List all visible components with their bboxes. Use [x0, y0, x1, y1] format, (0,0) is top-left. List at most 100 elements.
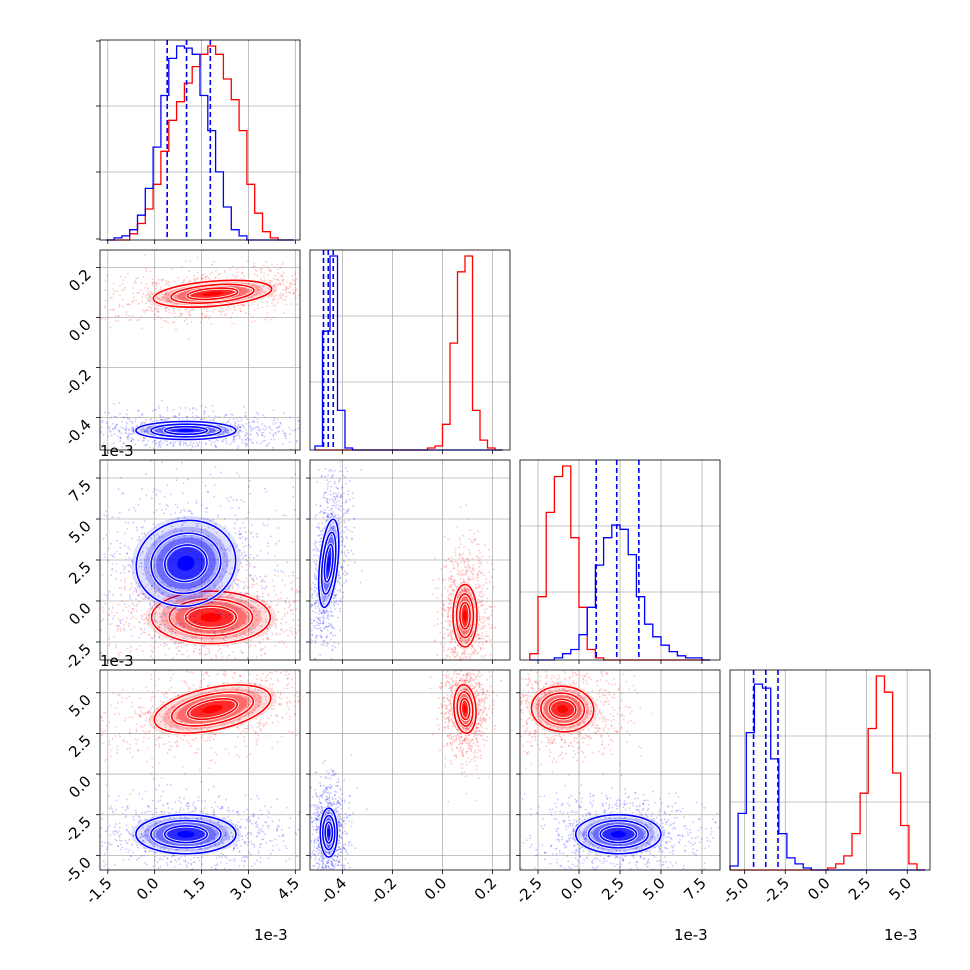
sample-point: [342, 508, 345, 510]
sample-point: [208, 315, 211, 317]
sample-point: [169, 441, 172, 444]
sample-point: [471, 557, 474, 560]
sample-point: [332, 499, 335, 502]
sample-point: [288, 665, 290, 667]
sample-point: [158, 537, 161, 539]
sample-point: [338, 478, 341, 481]
sample-point: [481, 672, 483, 674]
sample-point: [306, 579, 308, 581]
sample-point: [147, 293, 150, 296]
sample-point: [244, 600, 247, 603]
sample-point: [219, 272, 222, 275]
sample-point: [321, 630, 324, 632]
sample-point: [111, 567, 114, 570]
sample-point: [334, 608, 337, 610]
sample-point: [328, 595, 331, 597]
sample-point: [205, 442, 208, 445]
sample-point: [180, 622, 183, 624]
sample-point: [283, 615, 286, 617]
sample-point: [313, 626, 316, 629]
sample-point: [462, 560, 465, 563]
sample-point: [163, 613, 166, 616]
sample-point: [117, 694, 120, 697]
sample-point: [148, 293, 151, 296]
sample-point: [460, 673, 462, 675]
sample-point: [119, 546, 122, 549]
sample-point: [345, 580, 348, 583]
sample-point: [170, 721, 173, 724]
sample-point: [152, 490, 155, 493]
sample-point: [130, 628, 132, 631]
sample-point: [188, 270, 191, 273]
sample-point: [313, 684, 315, 686]
sample-point: [292, 288, 294, 291]
sample-point: [219, 612, 222, 615]
sample-point: [172, 656, 175, 659]
sample-point: [320, 611, 323, 614]
sample-point: [251, 726, 254, 729]
sample-point: [290, 630, 293, 633]
sample-point: [256, 454, 258, 456]
sample-point: [158, 443, 161, 446]
sample-point: [314, 583, 316, 586]
sample-point: [479, 604, 482, 607]
sample-point: [256, 691, 259, 694]
sample-point: [177, 676, 179, 678]
sample-point: [192, 308, 195, 311]
sample-point: [298, 629, 300, 632]
sample-point: [188, 444, 191, 446]
sample-point: [236, 271, 239, 273]
sample-point: [344, 557, 346, 559]
sample-point: [458, 574, 461, 577]
sample-point: [255, 270, 258, 272]
sample-point: [478, 594, 480, 597]
sample-point: [323, 511, 325, 514]
sample-point: [108, 643, 111, 646]
sample-point: [289, 292, 292, 294]
sample-point: [326, 506, 329, 509]
sample-point: [454, 651, 456, 654]
sample-point: [37, 413, 39, 415]
sample-point: [255, 732, 257, 735]
sample-point: [243, 630, 246, 633]
sample-point: [98, 597, 100, 599]
sample-point: [111, 606, 114, 609]
sample-point: [175, 647, 178, 649]
sample-point: [267, 442, 270, 444]
sample-point: [197, 673, 199, 675]
sample-point: [170, 525, 173, 528]
sample-point: [318, 526, 320, 529]
sample-point: [266, 638, 269, 641]
sample-point: [319, 504, 322, 507]
sample-point: [247, 438, 250, 440]
sample-point: [153, 408, 156, 411]
sample-point: [184, 618, 187, 620]
sample-point: [227, 306, 229, 309]
sample-point: [216, 439, 219, 442]
sample-point: [469, 529, 471, 532]
sample-point: [140, 431, 143, 434]
sample-point: [174, 678, 176, 680]
sample-point: [184, 667, 186, 669]
sample-point: [124, 276, 127, 279]
sample-point: [301, 611, 303, 613]
sample-point: [326, 514, 329, 517]
sample-point: [135, 588, 138, 590]
sample-point: [239, 426, 241, 429]
sample-point: [128, 695, 131, 698]
sample-point: [158, 613, 161, 615]
sample-point: [467, 575, 470, 578]
sample-point: [259, 648, 262, 651]
sample-point: [276, 618, 278, 621]
sample-point: [141, 440, 144, 443]
sample-point: [179, 511, 182, 514]
sample-point: [170, 628, 173, 631]
sample-point: [132, 607, 135, 610]
sample-point: [156, 621, 159, 624]
sample-point: [227, 662, 229, 664]
sample-point: [325, 609, 328, 612]
sample-point: [168, 675, 170, 677]
sample-point: [134, 280, 137, 282]
sample-point: [487, 571, 490, 574]
sample-point: [219, 504, 222, 507]
